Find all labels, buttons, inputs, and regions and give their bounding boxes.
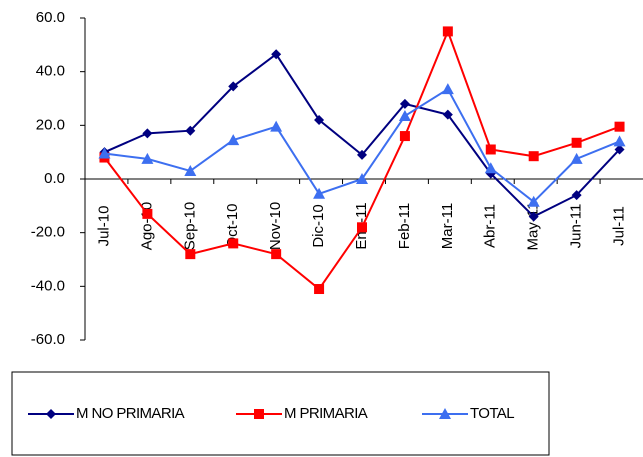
marker <box>398 109 411 121</box>
legend-label: M PRIMARIA <box>284 405 368 422</box>
marker <box>442 109 453 120</box>
marker <box>571 137 582 148</box>
x-tick-label: Feb-11 <box>396 203 413 249</box>
x-tick-label: Dic-10 <box>310 204 327 247</box>
marker <box>485 144 496 155</box>
x-tick-label: Jul-11 <box>611 206 628 246</box>
marker <box>571 190 582 201</box>
marker <box>271 49 282 60</box>
legend-label: M NO PRIMARIA <box>76 405 185 422</box>
marker <box>98 147 111 159</box>
y-tick-label: -40.0 <box>31 277 65 294</box>
legend-marker <box>254 409 264 419</box>
y-tick-label: -20.0 <box>31 224 65 241</box>
marker <box>357 149 367 160</box>
legend-label: TOTAL <box>470 405 514 422</box>
y-tick-label: 0.0 <box>44 170 65 187</box>
marker <box>399 98 410 109</box>
marker <box>142 208 153 219</box>
marker <box>313 187 326 199</box>
legend-marker <box>439 408 451 419</box>
x-tick-label: Oct-10 <box>224 203 241 248</box>
marker <box>228 81 239 92</box>
marker <box>441 83 454 95</box>
marker <box>227 134 240 146</box>
x-tick-label: Sep-10 <box>181 202 198 250</box>
marker <box>314 114 325 125</box>
marker <box>356 173 368 184</box>
series-line <box>104 87 620 204</box>
marker <box>142 128 153 139</box>
marker <box>185 125 196 136</box>
legend-marker <box>46 409 56 419</box>
y-tick-label: 60.0 <box>36 9 65 26</box>
marker <box>399 131 410 142</box>
marker <box>271 249 282 260</box>
y-tick-label: -60.0 <box>31 331 65 348</box>
marker <box>614 121 625 132</box>
marker <box>614 144 625 155</box>
marker <box>314 284 325 295</box>
marker <box>442 26 453 37</box>
marker <box>270 120 283 132</box>
y-tick-label: 40.0 <box>36 63 65 80</box>
marker <box>613 135 626 147</box>
marker <box>570 152 583 164</box>
marker <box>228 238 239 249</box>
marker <box>527 195 540 207</box>
x-tick-label: Jun-11 <box>568 204 585 249</box>
x-tick-label: Mar-11 <box>439 203 456 249</box>
x-tick-label: Abr-11 <box>482 204 499 248</box>
y-tick-label: 20.0 <box>36 116 65 133</box>
marker <box>484 162 497 174</box>
marker <box>357 222 367 233</box>
x-tick-label: Jul-10 <box>95 206 112 247</box>
marker <box>528 151 539 162</box>
marker <box>184 164 197 176</box>
legend-box <box>11 371 550 456</box>
marker <box>185 249 196 260</box>
x-tick-label: Nov-10 <box>267 202 284 250</box>
marker <box>141 152 154 164</box>
marker <box>528 211 539 222</box>
